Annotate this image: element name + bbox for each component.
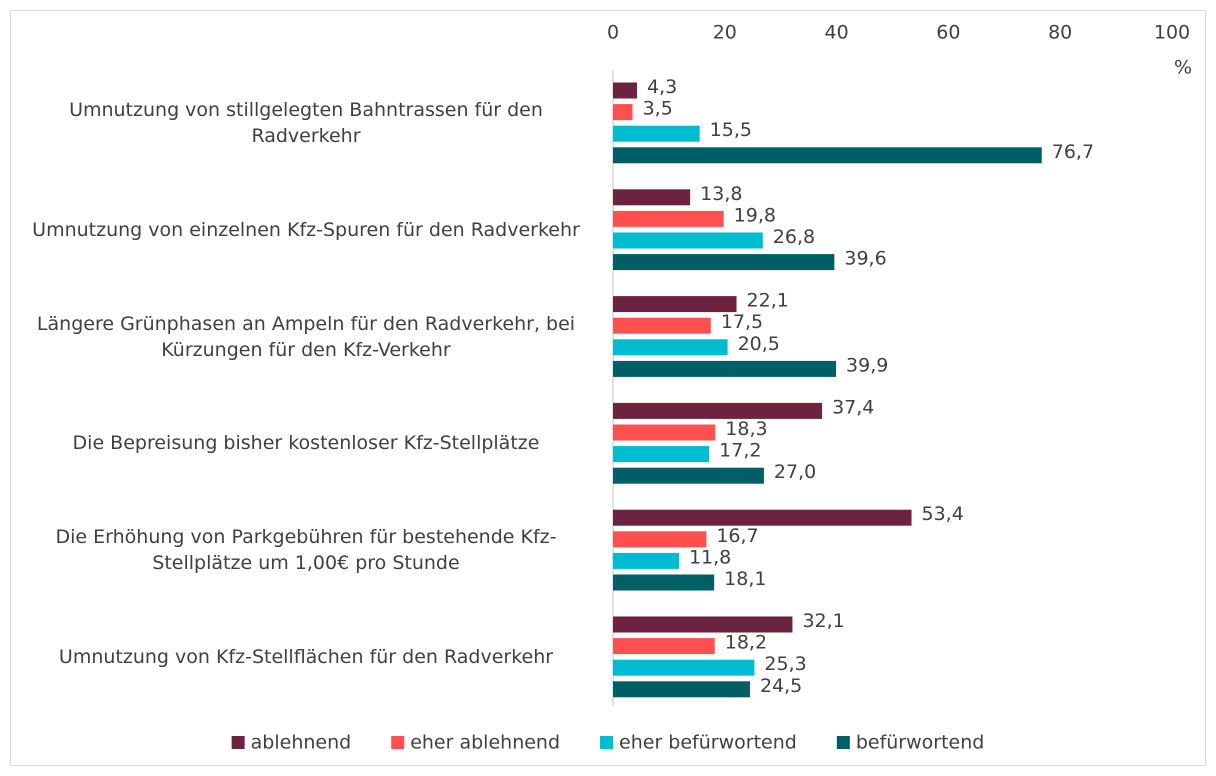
data-label: 24,5 bbox=[760, 675, 802, 697]
data-label: 18,1 bbox=[724, 568, 766, 590]
data-label: 32,1 bbox=[802, 610, 844, 632]
bar bbox=[613, 125, 700, 142]
bar bbox=[613, 104, 633, 121]
legend-label: eher ablehnend bbox=[410, 732, 560, 754]
bar bbox=[613, 189, 691, 206]
data-label: 17,2 bbox=[719, 440, 761, 462]
data-label: 76,7 bbox=[1052, 141, 1094, 163]
data-label: 18,3 bbox=[725, 418, 767, 440]
data-label: 4,3 bbox=[647, 76, 677, 98]
x-tick-label: 80 bbox=[1048, 22, 1072, 44]
bar bbox=[613, 296, 737, 313]
legend-swatch bbox=[391, 736, 405, 749]
bar bbox=[613, 616, 793, 633]
x-axis-unit: % bbox=[1174, 57, 1192, 79]
bar bbox=[613, 509, 912, 526]
x-tick-label: 0 bbox=[607, 22, 619, 44]
data-label: 11,8 bbox=[689, 546, 731, 568]
bar bbox=[613, 552, 679, 569]
bar bbox=[613, 446, 710, 463]
category-label: Längere Grünphasen an Ampeln für den Rad… bbox=[36, 312, 576, 361]
bar bbox=[613, 147, 1042, 164]
chart-border bbox=[10, 10, 1206, 766]
data-label: 13,8 bbox=[700, 183, 742, 205]
x-tick-label: 60 bbox=[936, 22, 960, 44]
legend-swatch bbox=[231, 736, 245, 749]
data-label: 26,8 bbox=[773, 226, 815, 248]
legend-label: befürwortend bbox=[856, 732, 985, 754]
bar bbox=[613, 467, 764, 484]
bar bbox=[613, 659, 755, 676]
legend-label: eher befürwortend bbox=[619, 732, 797, 754]
data-label: 22,1 bbox=[747, 290, 789, 312]
bar bbox=[613, 210, 724, 227]
category-label: Die Erhöhung von Parkgebühren für besteh… bbox=[55, 526, 557, 575]
bar bbox=[613, 360, 837, 377]
x-tick-label: 40 bbox=[825, 22, 849, 44]
data-label: 25,3 bbox=[764, 653, 806, 675]
bar bbox=[613, 638, 715, 655]
data-label: 3,5 bbox=[643, 98, 673, 120]
data-label: 20,5 bbox=[738, 333, 780, 355]
category-label: Umnutzung von einzelnen Kfz-Spuren für d… bbox=[32, 218, 580, 241]
bar bbox=[613, 254, 835, 271]
data-label: 18,2 bbox=[725, 632, 767, 654]
bar bbox=[613, 82, 638, 99]
data-label: 17,5 bbox=[721, 311, 763, 333]
data-label: 53,4 bbox=[922, 503, 964, 525]
data-label: 39,6 bbox=[844, 248, 886, 270]
category-label: Umnutzung von Kfz-Stellflächen für den R… bbox=[58, 645, 554, 668]
category-label: Die Bepreisung bisher kostenloser Kfz-St… bbox=[72, 432, 540, 455]
data-label: 39,9 bbox=[846, 354, 888, 376]
bar bbox=[613, 317, 711, 334]
bar bbox=[613, 424, 716, 441]
x-tick-label: 20 bbox=[713, 22, 737, 44]
legend-swatch bbox=[600, 736, 614, 749]
x-tick-label: 100 bbox=[1154, 22, 1190, 44]
data-label: 27,0 bbox=[774, 461, 816, 483]
bar bbox=[613, 339, 728, 356]
category-label: Umnutzung von stillgelegten Bahntrassen … bbox=[69, 98, 543, 147]
legend-swatch bbox=[836, 736, 850, 749]
legend-label: ablehnend bbox=[251, 732, 352, 754]
bar bbox=[613, 402, 823, 419]
bar bbox=[613, 232, 763, 249]
data-label: 37,4 bbox=[832, 396, 874, 418]
bar bbox=[613, 574, 715, 591]
data-label: 19,8 bbox=[734, 204, 776, 226]
data-label: 16,7 bbox=[716, 525, 758, 547]
bar bbox=[613, 681, 750, 698]
bar bbox=[613, 531, 707, 548]
data-label: 15,5 bbox=[710, 119, 752, 141]
